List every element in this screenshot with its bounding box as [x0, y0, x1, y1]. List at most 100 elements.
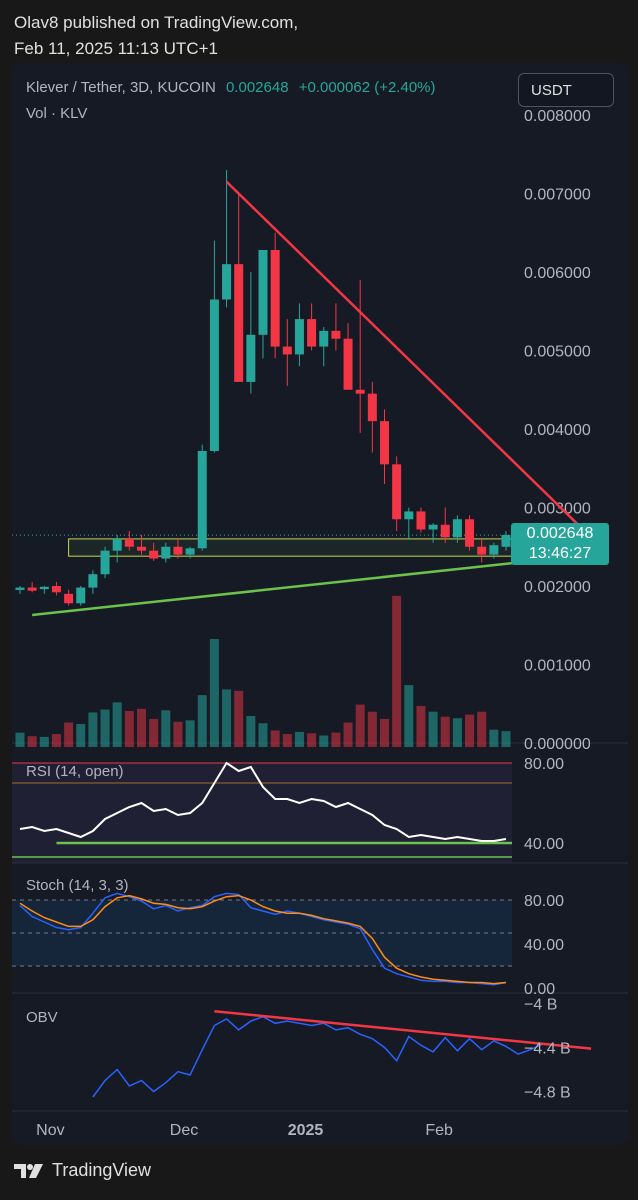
- chart-frame[interactable]: 0.000000 0.001000 0.002000 0.003000 0.004000…: [12, 63, 628, 1145]
- volume-bar: [51, 734, 61, 747]
- volume-bar: [319, 735, 329, 747]
- candle-body: [258, 250, 268, 335]
- candle-body: [343, 338, 353, 390]
- support-trendline: [32, 553, 592, 617]
- candle-body: [149, 550, 159, 559]
- candle-body: [161, 546, 171, 559]
- candle-body: [270, 250, 280, 347]
- candle-body: [112, 538, 122, 551]
- volume-bar: [440, 716, 450, 747]
- volume-bar: [88, 712, 98, 747]
- volume-bar: [76, 723, 86, 747]
- volume-bar: [27, 736, 37, 747]
- rsi-axis-tick: 80.00: [524, 756, 564, 773]
- volume-bar: [416, 705, 426, 747]
- stoch-axis-tick: 0.00: [524, 981, 555, 998]
- stoch-d-line: [19, 894, 507, 985]
- stoch-k-line: [19, 892, 507, 986]
- candle-body: [452, 519, 462, 538]
- obv-axis-tick: −4.4 B: [524, 1041, 571, 1058]
- volume-bar: [270, 730, 280, 747]
- footer-brand[interactable]: TradingView: [14, 1160, 151, 1181]
- price-axis-tick: 0.003000: [524, 501, 591, 518]
- publish-date: Feb 11, 2025 11:13 UTC+1: [14, 39, 218, 58]
- candle-body: [64, 593, 74, 604]
- volume-bar: [209, 639, 219, 747]
- candle-body: [489, 545, 499, 555]
- symbol-legend: Klever / Tether, 3D, KUCOIN 0.002648 +0.…: [26, 79, 436, 96]
- volume-bar: [294, 731, 304, 747]
- volume-bar: [15, 732, 25, 747]
- candle-body: [307, 319, 317, 347]
- candle-body: [185, 548, 195, 555]
- candle-body: [209, 299, 219, 451]
- volume-bar: [367, 711, 377, 747]
- candle-body: [76, 587, 86, 604]
- volume-bar: [185, 720, 195, 747]
- volume-bar: [477, 711, 487, 747]
- tradingview-logo-icon: [14, 1163, 43, 1178]
- volume-bar: [39, 736, 49, 747]
- candle-body: [380, 421, 389, 465]
- volume-bar: [355, 704, 365, 747]
- obv-axis-tick: −4.8 B: [524, 1085, 571, 1102]
- legend-change: +0.000062 (+2.40%): [298, 79, 436, 96]
- volume-bar: [452, 718, 462, 747]
- volume-bar: [282, 734, 292, 747]
- volume-bar: [258, 723, 268, 747]
- time-axis-tick: Dec: [170, 1122, 198, 1139]
- volume-bar: [489, 729, 499, 747]
- volume-bar: [307, 733, 317, 747]
- last-price-tag: 0.002648 13:46:27: [511, 523, 609, 565]
- candle-body: [197, 450, 207, 549]
- volume-bar: [343, 722, 353, 747]
- symbol-title: Klever / Tether, 3D, KUCOIN: [26, 79, 216, 96]
- candle-body: [51, 586, 61, 593]
- stoch-axis-tick: 80.00: [524, 893, 564, 910]
- price-axis-tick: 0.002000: [524, 579, 591, 596]
- candle-body: [137, 546, 146, 551]
- rsi-label: RSI (14, open): [26, 763, 124, 780]
- price-axis-tick: 0.001000: [524, 658, 591, 675]
- candle-body: [404, 511, 414, 520]
- volume-bar: [112, 702, 122, 747]
- price-axis-tick: 0.000000: [524, 736, 591, 753]
- stoch-label: Stoch (14, 3, 3): [26, 877, 129, 894]
- last-price-value: 0.002648: [526, 525, 594, 542]
- price-axis-tick: 0.004000: [524, 422, 591, 439]
- volume-bar: [428, 711, 438, 747]
- volume-bar: [161, 710, 171, 747]
- candle-body: [477, 546, 487, 555]
- candle-body: [355, 389, 365, 394]
- volume-bar: [197, 695, 207, 747]
- chart-canvas[interactable]: 0.000000 0.001000 0.002000 0.003000 0.004000…: [12, 63, 628, 1145]
- legend-price: 0.002648: [225, 79, 289, 96]
- candle-body: [282, 346, 292, 355]
- candle-body: [428, 524, 438, 530]
- candle-body: [416, 511, 426, 530]
- publish-info: Olav8 published on TradingView.com, Feb …: [14, 10, 298, 62]
- candle-body: [100, 550, 110, 575]
- candle-body: [465, 519, 475, 547]
- candle-body: [124, 538, 134, 547]
- candle-body: [222, 264, 232, 300]
- time-axis-tick: Feb: [425, 1122, 453, 1139]
- candle-body: [440, 524, 450, 538]
- price-axis-tick: 0.005000: [524, 344, 591, 361]
- candle-body: [39, 586, 49, 590]
- stoch-axis-tick: 40.00: [524, 937, 564, 954]
- price-axis-tick: 0.006000: [524, 265, 591, 282]
- candle-body: [246, 334, 256, 382]
- rsi-band: [12, 763, 512, 863]
- resistance-trendline: [225, 180, 592, 539]
- obv-axis-tick: −4 B: [524, 997, 557, 1014]
- currency-button[interactable]: USDT: [518, 73, 614, 107]
- obv-trendline: [214, 1009, 592, 1050]
- rsi-axis-tick: 40.00: [524, 836, 564, 853]
- volume-bar: [465, 714, 475, 747]
- candle-body: [367, 393, 377, 422]
- footer-brand-name: TradingView: [52, 1160, 152, 1180]
- candle-body: [15, 587, 25, 590]
- volume-bar: [501, 731, 511, 747]
- candle-body: [331, 330, 341, 339]
